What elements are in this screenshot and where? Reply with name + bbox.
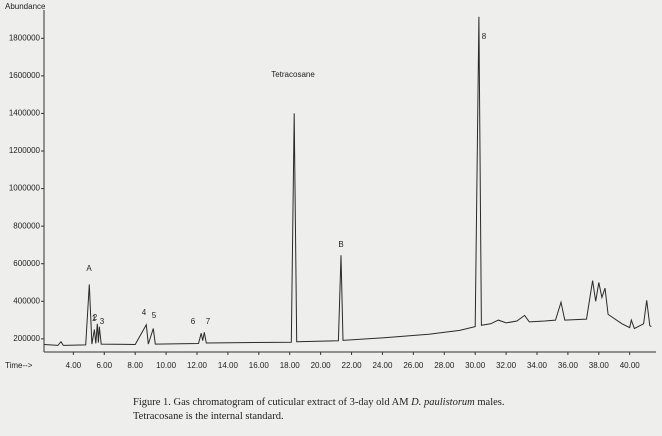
caption-line: Figure 1. Gas chromatogram of cuticular …	[133, 396, 505, 410]
x-tick-label: 16.00	[249, 361, 270, 370]
peak-label: 1	[92, 314, 97, 323]
chromatogram-line	[43, 16, 652, 346]
x-tick-label: 14.00	[218, 361, 239, 370]
x-tick-label: 26.00	[403, 361, 424, 370]
peak-label: 3	[100, 317, 105, 326]
peak-label: A	[86, 264, 92, 273]
x-tick-label: 10.00	[156, 361, 177, 370]
y-tick-label: 800000	[13, 221, 40, 230]
x-axis-label: Time-->	[5, 361, 33, 370]
x-tick-label: 22.00	[342, 361, 363, 370]
x-tick-label: 24.00	[372, 361, 393, 370]
x-tick-label: 32.00	[496, 361, 517, 370]
x-tick-label: 38.00	[589, 361, 610, 370]
peak-label: 2	[93, 313, 98, 322]
caption-text: Figure 1. Gas chromatogram of cuticular …	[133, 397, 412, 408]
peak-label: B	[338, 240, 343, 249]
peak-label: 4	[142, 308, 147, 317]
y-tick-label: 1200000	[9, 146, 41, 155]
species: D. paulistorum	[411, 397, 475, 408]
caption: Figure 1. Gas chromatogram of cuticular …	[133, 396, 505, 424]
x-tick-label: 8.00	[127, 361, 143, 370]
x-tick-label: 30.00	[465, 361, 486, 370]
chart: Abundance Time--> 200000 400000 600000 8000…	[5, 2, 656, 370]
peak-label: 7	[206, 317, 211, 326]
y-tick-label: 1400000	[9, 109, 41, 118]
caption-line: Tetracosane is the internal standard.	[133, 411, 284, 422]
peak-label: 5	[152, 311, 157, 320]
y-tick-label: 400000	[13, 296, 40, 305]
y-tick-label: 1000000	[9, 184, 41, 193]
y-axis-label: Abundance	[5, 2, 46, 11]
x-tick-label: 20.00	[311, 361, 332, 370]
peak-label: Tetracosane	[271, 70, 315, 79]
caption-text: males.	[474, 397, 505, 408]
x-tick-label: 34.00	[527, 361, 548, 370]
x-tick-label: 28.00	[434, 361, 455, 370]
x-tick-label: 36.00	[558, 361, 579, 370]
x-tick-label: 12.00	[187, 361, 208, 370]
y-tick-label: 600000	[13, 259, 40, 268]
y-tick-label: 1800000	[9, 33, 41, 42]
x-tick-label: 6.00	[96, 361, 112, 370]
x-tick-label: 4.00	[66, 361, 82, 370]
peak-label: 8	[482, 32, 487, 41]
y-tick-label: 1600000	[9, 71, 41, 80]
y-tick-label: 200000	[13, 334, 40, 343]
x-tick-label: 18.00	[280, 361, 301, 370]
x-tick-label: 40.00	[620, 361, 641, 370]
peak-label: 6	[191, 317, 196, 326]
